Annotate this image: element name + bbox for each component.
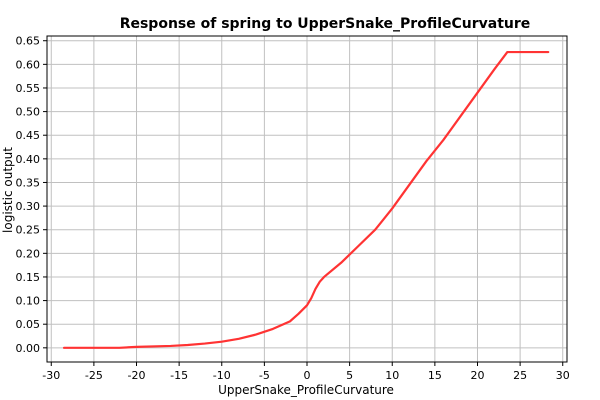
chart-title: Response of spring to UpperSnake_Profile…	[120, 16, 531, 32]
y-axis-label: logistic output	[1, 147, 15, 233]
y-tick-label: 0.25	[16, 224, 41, 237]
y-tick-label: 0.35	[16, 176, 41, 189]
y-tick-label: 0.40	[16, 153, 41, 166]
x-tick-label: -20	[128, 369, 146, 382]
x-tick-label: 5	[346, 369, 353, 382]
x-tick-label: 0	[304, 369, 311, 382]
x-axis-ticks: -30 -25 -20 -15 -10 -5 0 5 10 15 20 25 30	[42, 362, 570, 382]
y-tick-label: 0.65	[16, 35, 41, 48]
x-tick-label: 10	[385, 369, 399, 382]
x-tick-label: -30	[42, 369, 60, 382]
x-tick-label: 25	[513, 369, 527, 382]
y-tick-label: 0.60	[16, 58, 41, 71]
y-tick-label: 0.20	[16, 247, 41, 260]
y-tick-label: 0.50	[16, 106, 41, 119]
series-line	[62, 50, 550, 349]
y-tick-label: 0.30	[16, 200, 41, 213]
grid-lines	[47, 36, 567, 362]
y-tick-label: 0.15	[16, 271, 41, 284]
y-tick-label: 0.00	[16, 342, 41, 355]
y-axis-ticks: 0.00 0.05 0.10 0.15 0.20 0.25 0.30 0.35 0.40 0.45…	[16, 35, 47, 355]
y-tick-label: 0.05	[16, 318, 41, 331]
x-tick-label: -5	[259, 369, 270, 382]
x-tick-label: -10	[213, 369, 231, 382]
x-tick-label: -25	[85, 369, 103, 382]
y-tick-label: 0.55	[16, 82, 41, 95]
x-tick-label: 20	[470, 369, 484, 382]
y-tick-label: 0.45	[16, 129, 41, 142]
x-axis-label: UpperSnake_ProfileCurvature	[218, 383, 394, 397]
series-layer	[62, 50, 550, 349]
x-tick-label: 30	[556, 369, 570, 382]
y-tick-label: 0.10	[16, 295, 41, 308]
x-tick-label: -15	[170, 369, 188, 382]
x-tick-label: 15	[428, 369, 442, 382]
